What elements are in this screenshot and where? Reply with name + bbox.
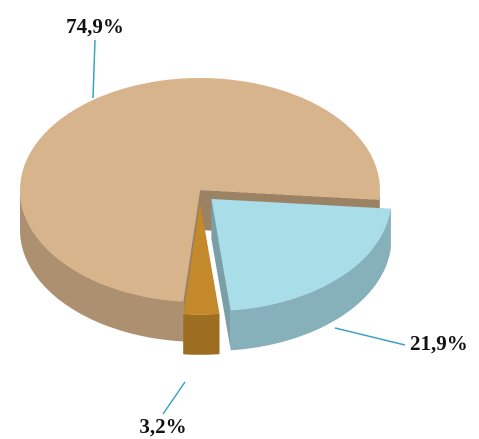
slice-top: [183, 202, 220, 315]
data-label: 21,9%: [410, 331, 468, 355]
slice-top: [211, 198, 391, 311]
leader-line: [162, 381, 186, 415]
data-label: 3,2%: [139, 414, 186, 438]
data-label: 74,9%: [66, 14, 124, 38]
leader-line: [334, 327, 406, 346]
slice-wall: [230, 208, 391, 351]
slice-wall: [183, 314, 220, 355]
pie-slice: [211, 198, 391, 351]
slice-cut-face: [211, 198, 231, 351]
slice-wall: [20, 190, 184, 342]
slice-top: [20, 78, 380, 302]
pie-slice: [183, 202, 220, 355]
leader-line: [92, 39, 96, 99]
